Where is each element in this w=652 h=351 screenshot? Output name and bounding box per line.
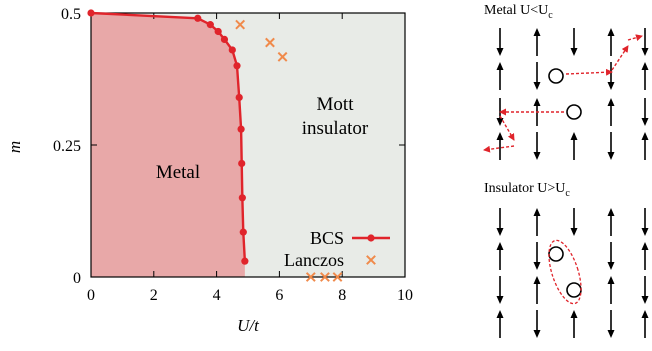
data-point-lanczos	[235, 19, 246, 30]
spin-up-arrow	[496, 310, 504, 338]
spin-up-arrow	[533, 276, 541, 304]
data-point-lanczos	[265, 37, 275, 48]
metal-spin-panel: Metal U<Uc	[483, 3, 649, 160]
data-point-lanczos	[332, 272, 343, 282]
insulator-spin-panel: Insulator U>Uc	[484, 181, 649, 338]
spin-down-arrow	[533, 310, 541, 338]
spin-down-arrow	[570, 208, 578, 236]
x-tick-label: 8	[338, 287, 346, 304]
spin-up-arrow	[641, 132, 649, 160]
region-label-mott-insulator: Mott insulator	[302, 94, 369, 139]
region-metal	[91, 13, 245, 277]
hopping-arrow	[627, 34, 643, 42]
spin-down-arrow	[533, 242, 541, 270]
legend-label-bcs: BCS	[310, 228, 344, 248]
bound-pair-ellipse	[548, 239, 582, 305]
spin-down-arrow	[607, 62, 615, 90]
spin-up-arrow	[496, 242, 504, 270]
hole-circle	[566, 282, 582, 298]
x-axis-label: U/t	[237, 316, 260, 335]
spin-up-arrow	[641, 310, 649, 338]
spin-down-arrow	[496, 208, 504, 236]
spin-down-arrow	[607, 242, 615, 270]
spin-down-arrow	[533, 62, 541, 90]
spin-up-arrow	[496, 62, 504, 90]
metal-panel-title: Metal U<Uc	[484, 3, 553, 21]
x-tick-label: 2	[150, 287, 158, 304]
data-point-bcs	[214, 27, 222, 36]
data-point-lanczos	[305, 272, 316, 282]
hopping-arrow	[611, 45, 629, 71]
hole-circle	[566, 104, 582, 120]
legend-marker-lanczos	[366, 255, 376, 265]
y-axis-label: m	[5, 141, 24, 153]
data-point-lanczos	[277, 51, 288, 62]
data-point-bcs	[206, 21, 214, 29]
data-point-bcs	[233, 62, 241, 70]
spin-up-arrow	[607, 28, 615, 56]
data-point-bcs	[228, 46, 236, 54]
hopping-arrow	[565, 68, 613, 76]
spin-up-arrow	[570, 310, 578, 338]
data-point-bcs	[239, 228, 247, 236]
spin-down-arrow	[496, 276, 504, 304]
legend-label-lanczos: Lanczos	[284, 250, 344, 270]
spin-down-arrow	[641, 276, 649, 304]
data-point-bcs	[241, 257, 249, 265]
spin-up-arrow	[533, 98, 541, 126]
x-tick-label: 10	[397, 287, 413, 304]
spin-up-arrow	[641, 62, 649, 90]
spin-up-arrow	[607, 98, 615, 126]
data-point-bcs	[238, 194, 246, 202]
hole-circle	[548, 68, 564, 84]
spin-down-arrow	[607, 132, 615, 160]
spin-down-arrow	[533, 132, 541, 160]
spin-down-arrow	[570, 28, 578, 56]
x-tick-label: 4	[213, 287, 221, 304]
spin-down-arrow	[496, 28, 504, 56]
spin-up-arrow	[641, 242, 649, 270]
spin-up-arrow	[533, 208, 541, 236]
spin-up-arrow	[570, 132, 578, 160]
region-label-metal: Metal	[156, 162, 200, 183]
hole-circle	[548, 246, 564, 262]
spin-down-arrow	[641, 98, 649, 126]
insulator-panel-title: Insulator U>Uc	[484, 181, 570, 199]
x-tick-label: 0	[87, 287, 95, 304]
data-point-bcs	[237, 125, 245, 133]
spin-up-arrow	[607, 208, 615, 236]
data-point-bcs	[238, 159, 246, 168]
y-tick-label: 0	[73, 270, 81, 287]
y-tick-label: 0.5	[61, 6, 81, 23]
data-point-bcs	[194, 14, 202, 22]
hopping-arrow	[483, 145, 515, 153]
data-point-bcs	[87, 9, 95, 17]
data-point-lanczos	[320, 272, 330, 282]
x-tick-label: 6	[275, 287, 283, 304]
data-point-bcs	[220, 35, 229, 44]
spin-down-arrow	[641, 28, 649, 56]
spin-up-arrow	[607, 276, 615, 304]
spin-down-arrow	[641, 208, 649, 236]
y-tick-label: 0.25	[53, 138, 81, 155]
legend-marker-bcs	[367, 234, 375, 242]
spin-up-arrow	[533, 28, 541, 56]
spin-up-arrow	[496, 132, 504, 160]
data-point-bcs	[235, 93, 243, 102]
spin-down-arrow	[607, 310, 615, 338]
